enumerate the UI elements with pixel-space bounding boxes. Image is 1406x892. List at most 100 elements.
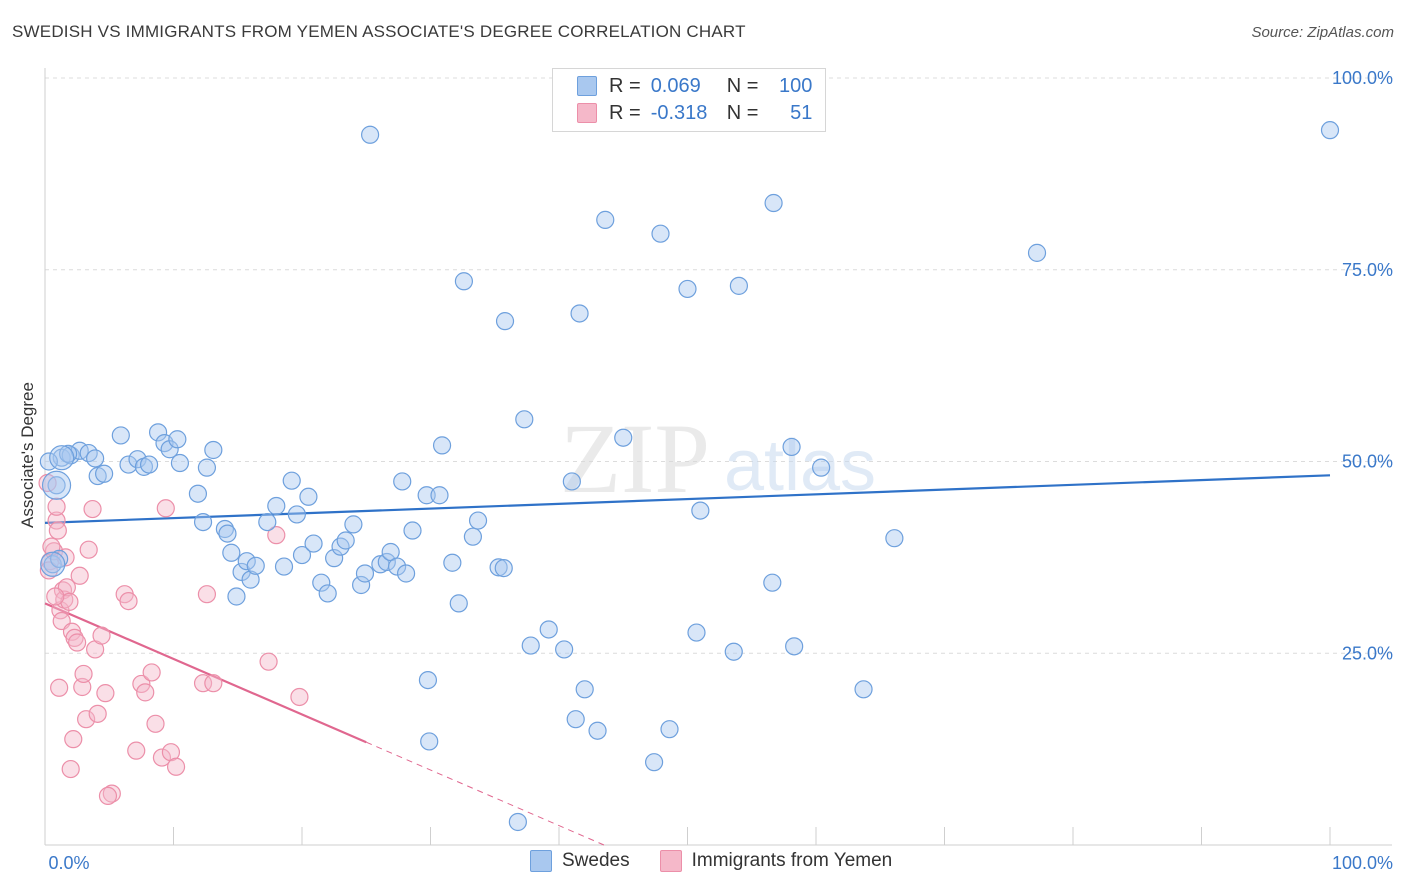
point-swede — [197, 458, 217, 477]
point-swede — [782, 437, 801, 457]
point-yemen — [73, 677, 92, 697]
point-swede — [246, 556, 265, 575]
point-swede — [575, 680, 594, 699]
point-swede — [430, 486, 449, 505]
point-yemen — [98, 786, 118, 806]
point-swede — [570, 304, 589, 323]
x-tick-labels: 0.0% 100.0% — [48, 853, 1393, 873]
point-yemen — [193, 674, 213, 693]
point-swede — [449, 594, 468, 613]
y-tick-label: 50.0% — [1342, 452, 1393, 472]
trend-line-swedes — [44, 474, 1331, 524]
point-yemen — [88, 704, 107, 723]
point-swede — [237, 552, 256, 571]
point-yemen — [119, 591, 138, 611]
point-swede — [764, 193, 783, 213]
chart-title: SWEDISH VS IMMIGRANTS FROM YEMEN ASSOCIA… — [12, 22, 746, 41]
point-swede — [418, 670, 438, 690]
point-swede — [443, 553, 462, 572]
point-swede — [204, 440, 223, 460]
point-swede — [651, 224, 670, 243]
source-label: Source: ZipAtlas.com — [1251, 24, 1394, 41]
point-yemen — [156, 499, 175, 518]
series-yemen-points — [38, 473, 309, 806]
point-swede — [59, 444, 78, 463]
point-swede — [494, 559, 513, 578]
point-yemen — [96, 684, 115, 703]
point-swede — [729, 276, 749, 295]
point-swede — [885, 529, 904, 548]
trend-lines — [44, 474, 1331, 846]
point-swede — [417, 486, 436, 505]
point-swede — [724, 642, 743, 661]
point-yemen — [92, 626, 111, 645]
point-swede — [344, 515, 363, 534]
point-swede — [454, 272, 474, 291]
point-swede — [222, 543, 241, 562]
point-swede — [299, 487, 318, 506]
x-tick-label-end: 100.0% — [1332, 853, 1393, 873]
point-swede — [49, 445, 75, 471]
y-tick-label: 25.0% — [1342, 643, 1393, 663]
point-yemen — [77, 710, 96, 729]
point-yemen — [146, 714, 165, 733]
point-yemen — [166, 757, 186, 776]
point-swede — [403, 521, 422, 540]
legend-r-value: 0.069 — [650, 74, 701, 97]
trend-line-yemen — [44, 602, 367, 744]
point-yemen — [74, 664, 93, 684]
point-swede — [432, 436, 452, 455]
point-swede — [352, 575, 371, 595]
legend-label-swedes: Swedes — [562, 850, 630, 871]
x-tick-label-start: 0.0% — [48, 853, 89, 873]
point-yemen — [60, 592, 79, 611]
point-swede — [1027, 243, 1047, 262]
point-swede — [312, 573, 331, 592]
watermark: ZIP atlas — [560, 403, 876, 514]
point-swede — [521, 636, 540, 655]
point-yemen — [142, 663, 161, 682]
point-swede — [377, 552, 396, 572]
point-swede — [188, 484, 208, 503]
point-swede — [463, 527, 483, 546]
point-swede — [644, 753, 664, 772]
legend-n-value: 51 — [790, 101, 813, 124]
point-swede — [420, 732, 439, 751]
point-swede — [282, 471, 301, 490]
legend-label-yemen: Immigrants from Yemen — [691, 850, 893, 871]
point-swede — [508, 812, 527, 832]
point-swede — [304, 534, 323, 553]
point-swede — [325, 549, 344, 568]
swedes-swatch — [577, 76, 597, 96]
point-swede — [241, 570, 260, 589]
y-tick-label: 75.0% — [1342, 260, 1393, 280]
yemen-swatch — [577, 103, 597, 123]
axes — [44, 68, 1392, 846]
point-swede — [160, 440, 179, 459]
watermark-zip: ZIP — [560, 403, 710, 514]
point-swede — [596, 210, 615, 229]
point-swede — [393, 472, 412, 491]
point-swede — [1320, 121, 1340, 140]
point-swede — [555, 640, 574, 659]
point-yemen — [267, 526, 286, 545]
point-swede — [687, 623, 706, 642]
legend-n-label: N = — [726, 101, 759, 124]
point-yemen — [259, 652, 278, 671]
point-yemen — [79, 540, 98, 559]
point-yemen — [46, 587, 65, 606]
legend-item-yemen: Immigrants from Yemen — [659, 850, 893, 872]
point-swede — [292, 545, 312, 565]
y-axis-label: Associate's Degree — [18, 382, 37, 528]
point-swede — [515, 410, 534, 429]
legend-row-yemen: R = -0.318 N = 51 — [577, 100, 812, 126]
point-swede — [539, 620, 558, 639]
point-swede — [361, 125, 380, 144]
point-swede — [678, 279, 697, 299]
point-yemen — [47, 497, 66, 516]
series-swedes-points — [39, 121, 1340, 832]
point-yemen — [204, 674, 223, 693]
point-swede — [468, 511, 488, 530]
point-swede — [489, 558, 508, 577]
